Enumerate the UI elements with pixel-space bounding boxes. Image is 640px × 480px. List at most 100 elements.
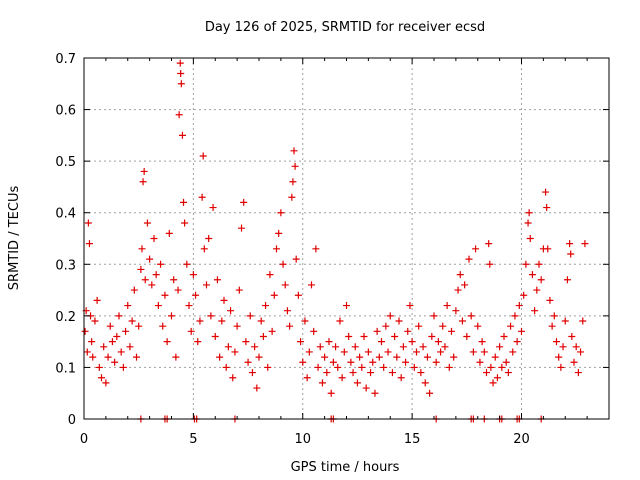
- data-point: [496, 343, 504, 351]
- data-point: [255, 353, 263, 361]
- data-point: [289, 178, 297, 186]
- data-point: [257, 317, 265, 325]
- data-point: [220, 296, 228, 304]
- data-point: [316, 343, 324, 351]
- data-point: [168, 312, 175, 320]
- data-point: [189, 271, 197, 279]
- y-tick-label: 0.7: [55, 52, 76, 67]
- data-point: [520, 291, 528, 299]
- data-point: [113, 332, 121, 340]
- data-point: [231, 348, 239, 356]
- data-point: [382, 322, 390, 330]
- data-point: [321, 353, 329, 361]
- data-point: [128, 317, 136, 325]
- data-point: [450, 353, 458, 361]
- data-point: [480, 348, 488, 356]
- data-point: [106, 322, 114, 330]
- data-point: [200, 245, 208, 253]
- data-point: [557, 363, 565, 371]
- data-point: [384, 348, 392, 356]
- data-point: [388, 369, 396, 377]
- data-point: [465, 255, 473, 263]
- data-point: [133, 353, 140, 361]
- data-point: [177, 80, 185, 88]
- data-point: [203, 281, 210, 289]
- data-point: [367, 369, 375, 377]
- x-tick-label: 15: [404, 432, 421, 447]
- data-point: [273, 245, 280, 253]
- data-point: [259, 332, 267, 340]
- data-point: [111, 358, 119, 366]
- data-point: [373, 327, 381, 335]
- data-point: [238, 224, 245, 232]
- y-axis-label: SRMTID / TECUs: [7, 186, 22, 291]
- data-point: [312, 245, 320, 253]
- data-point: [108, 338, 116, 346]
- data-point: [224, 343, 232, 351]
- data-point: [419, 343, 427, 351]
- data-point: [170, 276, 178, 284]
- data-point: [415, 322, 423, 330]
- data-point: [463, 332, 471, 340]
- data-point: [207, 312, 215, 320]
- data-point: [550, 312, 558, 320]
- data-point: [318, 379, 326, 387]
- data-point: [358, 363, 366, 371]
- data-point: [437, 348, 445, 356]
- data-point: [85, 240, 93, 248]
- data-point: [458, 317, 466, 325]
- data-point: [426, 389, 434, 397]
- data-point: [568, 332, 576, 340]
- data-point: [454, 286, 462, 294]
- data-point: [402, 358, 410, 366]
- data-point: [159, 322, 167, 330]
- data-point: [563, 276, 571, 284]
- chart-title: Day 126 of 2025, SRMTID for receiver ecs…: [205, 20, 485, 35]
- data-point: [248, 369, 256, 377]
- data-point: [157, 260, 165, 268]
- data-point: [209, 204, 217, 212]
- data-point: [187, 327, 195, 335]
- data-point: [235, 286, 243, 294]
- data-point: [343, 302, 350, 310]
- data-point: [478, 338, 486, 346]
- data-point: [518, 327, 525, 335]
- data-point: [485, 240, 493, 248]
- data-point: [275, 229, 283, 237]
- data-point: [177, 69, 185, 77]
- data-point: [535, 260, 543, 268]
- data-point: [139, 178, 147, 186]
- data-point: [528, 271, 536, 279]
- data-point: [448, 327, 455, 335]
- data-point: [89, 353, 97, 361]
- data-point: [185, 302, 193, 310]
- data-point: [476, 358, 484, 366]
- data-point: [279, 260, 287, 268]
- data-point: [323, 369, 331, 377]
- data-point: [430, 312, 438, 320]
- data-point: [531, 307, 539, 315]
- data-point: [218, 317, 226, 325]
- data-point: [441, 343, 449, 351]
- data-point: [345, 332, 353, 340]
- data-point: [347, 358, 355, 366]
- data-point: [81, 327, 89, 335]
- data-point: [439, 322, 447, 330]
- data-point: [369, 358, 377, 366]
- data-point: [244, 358, 252, 366]
- data-point: [362, 384, 370, 392]
- data-point: [537, 276, 545, 284]
- data-point: [93, 296, 101, 304]
- data-point: [286, 322, 294, 330]
- data-point: [178, 131, 186, 139]
- y-tick-label: 0.5: [55, 155, 76, 170]
- data-point: [515, 302, 523, 310]
- data-point: [283, 307, 291, 315]
- axis-ticks: 0 0.1 0.2 0.3 0.4 0.5 0.6 0.7 0 5 10 15 20: [55, 52, 609, 447]
- data-point: [308, 281, 315, 289]
- data-point: [423, 353, 431, 361]
- data-point: [196, 317, 204, 325]
- x-tick-label: 10: [294, 432, 311, 447]
- data-point: [290, 147, 298, 155]
- data-point: [486, 260, 494, 268]
